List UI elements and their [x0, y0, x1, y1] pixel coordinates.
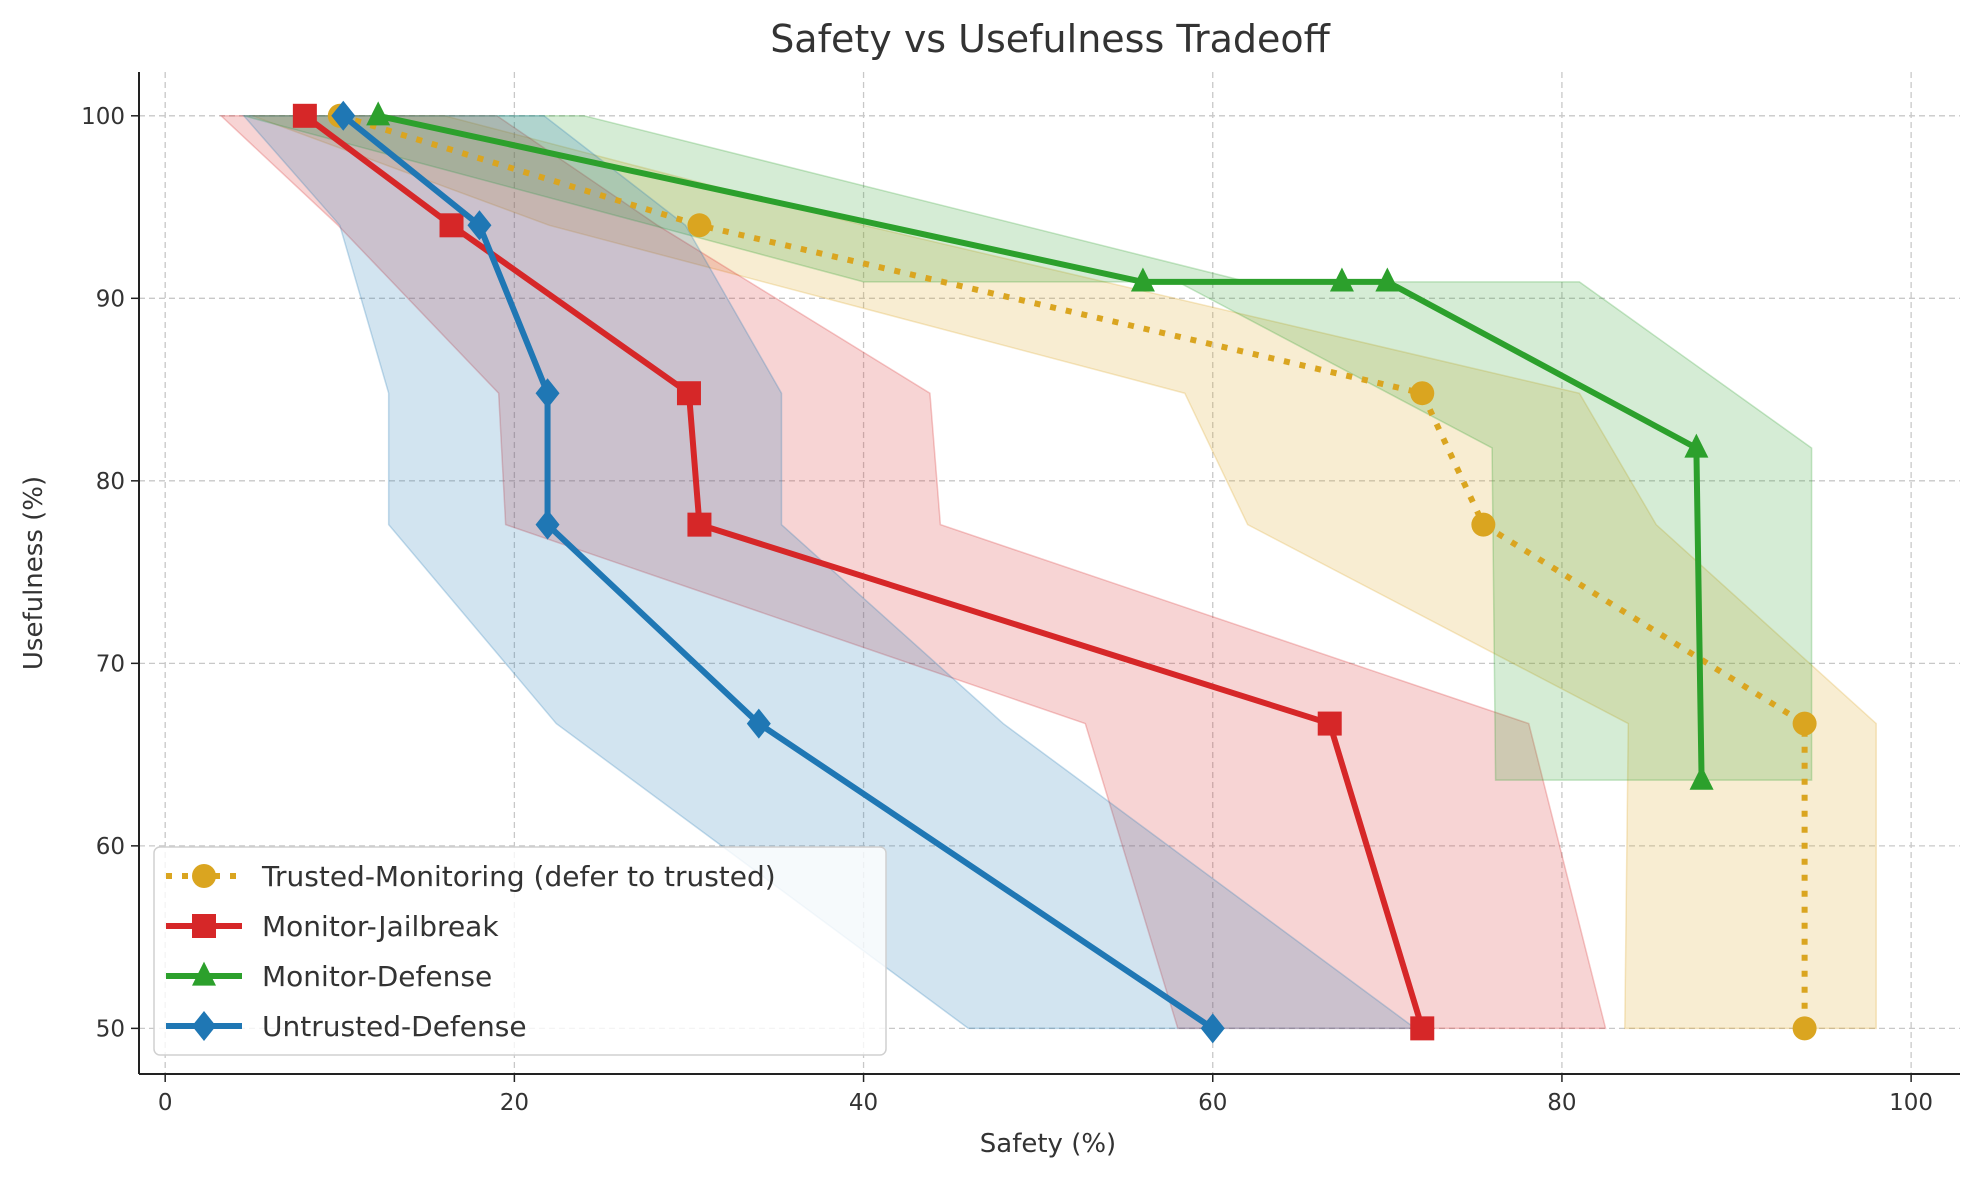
band-2 [243, 115, 1813, 781]
data-point [535, 509, 560, 540]
legend-item: Untrusted-Defense [166, 1010, 527, 1043]
legend-marker-triangle-icon [192, 961, 216, 986]
x-tick-label: 100 [1889, 1090, 1933, 1116]
band-3 [242, 115, 1418, 1030]
series-line [377, 112, 1705, 781]
legend-item: Monitor-Jailbreak [166, 910, 499, 943]
y-tick-label: 100 [81, 104, 125, 130]
data-point [1329, 267, 1354, 292]
y-tick-label: 80 [96, 469, 125, 495]
series-lines [292, 100, 1817, 1044]
legend-marker-circle-icon [192, 864, 216, 888]
data-point [676, 381, 701, 406]
x-axis-label: Safety (%) [980, 1129, 1116, 1159]
y-tick-label: 90 [96, 286, 125, 312]
data-point [1317, 711, 1342, 736]
legend-marker-square-icon [192, 914, 216, 938]
data-point [1200, 1013, 1225, 1044]
legend-item: Trusted-Monitoring (defer to trusted) [166, 860, 776, 893]
series-line [341, 113, 1215, 1031]
legend-label: Monitor-Jailbreak [262, 910, 499, 943]
x-tick-label: 0 [158, 1090, 173, 1116]
y-tick-label: 60 [96, 834, 125, 860]
data-point [366, 101, 391, 126]
legend-label: Trusted-Monitoring (defer to trusted) [261, 860, 776, 893]
axes: 0 20 40 60 80 100 50 60 70 80 90 100 [81, 72, 1960, 1116]
data-point [535, 378, 560, 409]
y-tick-label: 70 [96, 651, 125, 677]
series-2 [366, 101, 1714, 790]
legend-box [153, 846, 887, 1056]
data-point [1792, 711, 1817, 736]
x-tick-label: 20 [500, 1090, 529, 1116]
data-point [1130, 267, 1155, 292]
chart-title: Safety vs Usefulness Tradeoff [770, 17, 1330, 61]
x-tick-label: 40 [849, 1090, 878, 1116]
y-tick-label: 50 [96, 1016, 125, 1042]
data-point [1689, 765, 1714, 790]
band-0 [252, 115, 1877, 1030]
data-point [687, 512, 712, 537]
series-3 [331, 100, 1225, 1044]
band-1 [219, 115, 1607, 1030]
x-tick-label: 60 [1198, 1090, 1227, 1116]
legend-item: Monitor-Defense [166, 960, 492, 993]
series-line [303, 113, 1426, 1030]
data-point [1375, 267, 1400, 292]
data-point [292, 103, 317, 128]
y-axis-label: Usefulness (%) [19, 476, 49, 670]
legend-label: Monitor-Defense [262, 960, 492, 993]
legend-marker-diamond-icon [192, 1011, 216, 1041]
data-point [1792, 1016, 1817, 1041]
x-tick-label: 80 [1547, 1090, 1576, 1116]
data-point [331, 100, 356, 131]
data-point [1684, 433, 1709, 458]
confidence-bands [219, 115, 1877, 1030]
data-point [1410, 381, 1435, 406]
legend-label: Untrusted-Defense [262, 1010, 527, 1043]
data-point [1410, 1016, 1435, 1041]
data-point [687, 213, 712, 238]
data-point [467, 210, 492, 241]
data-point [1471, 512, 1496, 537]
data-point [439, 213, 464, 238]
data-point [746, 708, 771, 739]
series-1 [292, 103, 1435, 1041]
legend: Trusted-Monitoring (defer to trusted) Mon… [153, 846, 887, 1056]
